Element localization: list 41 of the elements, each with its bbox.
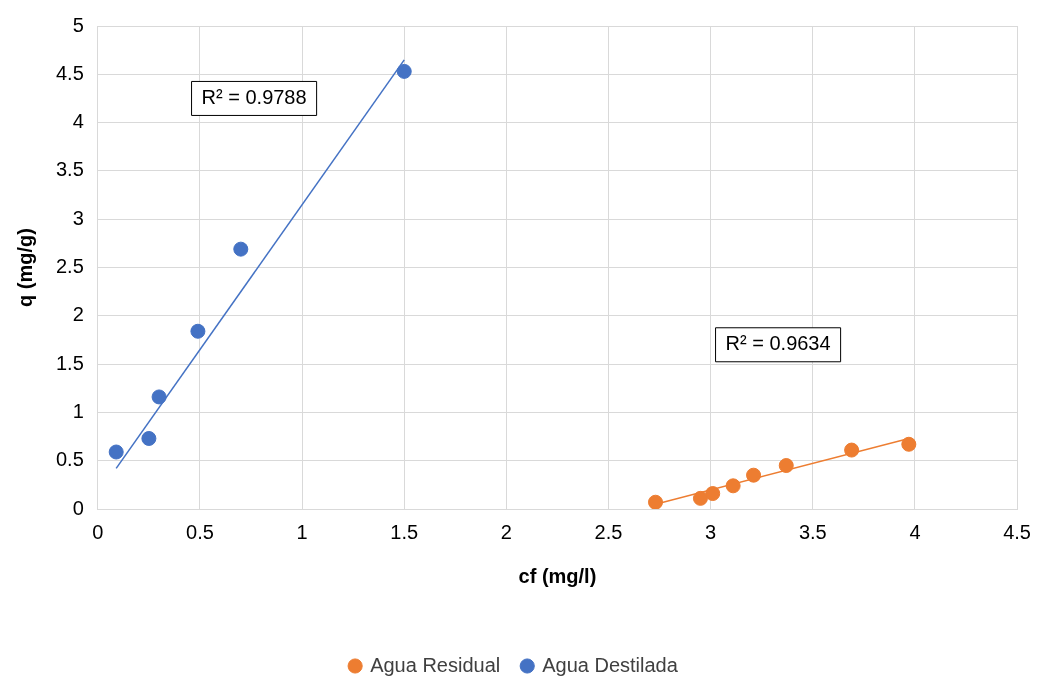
y-tick-label: 2.5 [55,255,84,278]
y-tick-label: 1 [72,399,84,422]
annotation: R² = 0.9788 [201,85,307,108]
x-tick-label: 2 [500,520,512,543]
y-tick-label: 4.5 [55,61,84,84]
annotation: R² = 0.9634 [725,332,831,355]
point [141,430,157,446]
x-tick-label: 0.5 [186,520,214,543]
point [778,458,794,474]
x-tick-label: 2.5 [594,520,623,543]
x-tick-label: 4.5 [1003,520,1031,543]
legend-label: Agua Residual [370,653,501,676]
y-tick-label: 3 [72,206,84,229]
x-tick-label: 0 [92,520,104,543]
point [692,490,708,506]
point [725,478,741,494]
point [108,444,124,460]
point [705,486,721,502]
point [901,436,917,452]
y-tick-label: 5 [72,13,84,36]
y-tick-label: 1.5 [55,351,84,374]
x-tick-label: 1 [296,520,308,543]
point [746,467,762,483]
point [190,323,206,339]
y-tick-label: 2 [72,303,84,326]
y-tick-label: 0 [72,496,84,519]
point [151,389,167,405]
y-tick-label: 0.5 [55,448,84,471]
y-tick-label: 4 [72,110,84,133]
point [396,63,412,79]
y-tick-label: 3.5 [55,158,84,181]
legend-label: Agua Destilada [542,653,679,676]
x-axis-title: cf (mg/l) [518,564,597,587]
x-tick-label: 1.5 [390,520,419,543]
x-tick-label: 4 [909,520,921,543]
point [844,442,860,458]
x-tick-label: 3.5 [798,520,827,543]
point [648,494,664,509]
x-tick-label: 3 [705,520,717,543]
y-axis-title: q (mg/g) [13,228,36,307]
point [233,241,249,257]
